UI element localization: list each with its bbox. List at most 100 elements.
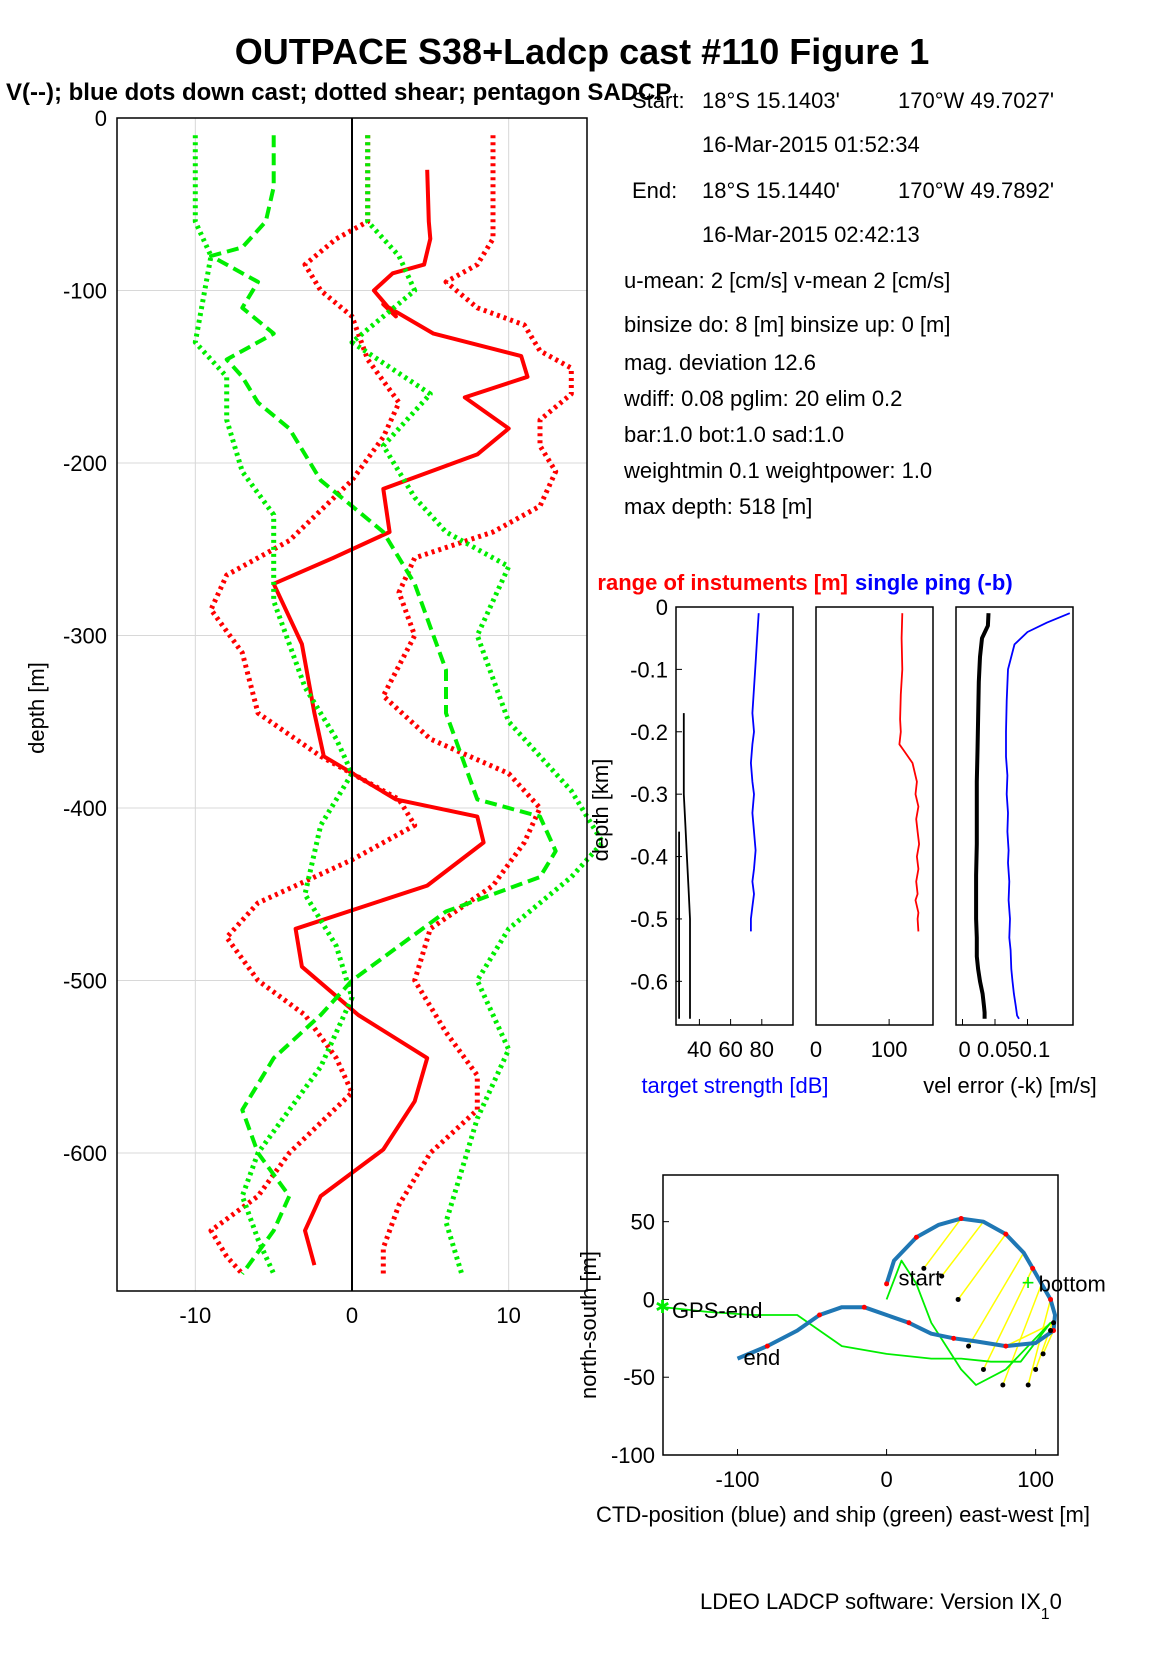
x-tick-label: 100 [1017,1467,1054,1492]
gps-end-marker: ✱ [655,1297,670,1317]
ctd-point [884,1281,890,1287]
x-tick-label: -10 [179,1303,211,1328]
weight: weightmin 0.1 weightpower: 1.0 [623,458,932,483]
range-axes: 0 100 [810,606,934,1062]
ctd-point [951,1335,957,1341]
y-tick-label: 0 [95,106,107,131]
y-tick-label: -100 [611,1443,655,1468]
y-tick-label: -500 [63,969,107,994]
velocity-series-line [380,135,574,1274]
x-tick-label: -100 [716,1467,760,1492]
ship-point [1048,1328,1054,1334]
y-tick-label: -300 [63,624,107,649]
max-depth: max depth: 518 [m] [624,494,812,519]
y-tick-label: -400 [63,796,107,821]
axes-frame [662,1174,1059,1456]
position-axes: -100 0 100 50 0 -50 -100 start end GPS-end bottom ✱… [611,1174,1106,1492]
software-version: LDEO LADCP software: Version IX10 [700,1589,1062,1623]
position-link [1002,1283,1043,1386]
position-panel: -100 0 100 50 0 -50 -100 start end GPS-end bottom ✱… [576,1174,1106,1527]
position-link [957,1233,1007,1300]
ctd-track [736,1216,1057,1361]
ctd-point [764,1343,770,1349]
ship-point [980,1366,986,1372]
end-lat: 18°S 15.1440' [702,178,840,203]
x-tick-label: 100 [871,1037,908,1062]
velocity-series [192,135,606,1276]
footer-text: LDEO LADCP software: Version IX [700,1589,1041,1614]
ctd-point [958,1216,964,1222]
ship-point [966,1343,972,1349]
y-tick-label: -0.5 [630,907,668,932]
velocity-series-line [208,135,418,1276]
cast-info: Start: 18°S 15.1403' 170°W 49.7027' 16-M… [623,88,1054,519]
velocity-means: u-mean: 2 [cm/s] v-mean 2 [cm/s] [624,268,950,293]
velocity-error-xlabel: vel error (-k) [m/s] [923,1073,1097,1098]
ctd-point [861,1304,867,1310]
velocity-series-line [349,135,606,1275]
ship-point [1033,1366,1039,1372]
velocity-ylabel: depth [m] [24,662,49,754]
y-tick-label: 50 [631,1210,655,1235]
ctd-point [913,1234,919,1240]
y-tick-label: 0 [656,595,668,620]
ctd-point [1003,1343,1009,1349]
mag-deviation: mag. deviation 12.6 [624,350,816,375]
ctd-point [1003,1231,1009,1237]
position-link [941,1221,985,1277]
position-ylabel: north-south [m] [576,1251,601,1399]
position-link [923,1218,962,1269]
range-title: range of instuments [m] [597,570,848,595]
y-tick-label: -0.3 [630,782,668,807]
target-strength-panel: range of instuments [m] single ping (-b)… [588,570,1013,1098]
profile-series-line [682,713,691,1019]
ship-point [1040,1351,1046,1357]
ship-point [1025,1382,1031,1388]
position-link [1042,1330,1055,1355]
position-xlabel: CTD-position (blue) and ship (green) eas… [596,1502,1090,1527]
range-panel: 0 100 [810,606,934,1062]
y-tick-label: -0.1 [630,657,668,682]
ctd-point [1048,1296,1054,1302]
ship-point [1000,1382,1006,1388]
single-ping-title: single ping (-b) [855,570,1013,595]
ship-point [955,1296,961,1302]
start-lon: 170°W 49.7027' [898,88,1054,113]
bottom-marker: + [1022,1270,1035,1295]
profile-series-line [750,613,760,932]
x-tick-label: 10 [496,1303,520,1328]
velocity-series-line [209,135,558,1275]
velocity-error-panel: 0 0.050.1 vel error (-k) [m/s] [923,606,1097,1098]
end-label: end [743,1345,780,1370]
y-tick-label: -600 [63,1141,107,1166]
y-tick-label: -0.4 [630,845,668,870]
x-tick-label: 80 [750,1037,774,1062]
start-label: Start: [632,88,685,113]
target-strength-xlabel: target strength [dB] [641,1073,828,1098]
figure-title: OUTPACE S38+Ladcp cast #110 Figure 1 [235,31,930,72]
wdiff: wdiff: 0.08 pglim: 20 elim 0.2 [623,386,902,411]
y-tick-label: -100 [63,279,107,304]
y-tick-label: -50 [623,1365,655,1390]
y-tick-label: -200 [63,451,107,476]
end-time: 16-Mar-2015 02:42:13 [702,222,920,247]
velocity-error-axes: 0 0.050.1 [955,606,1074,1062]
x-tick-label: 0 [346,1303,358,1328]
start-time: 16-Mar-2015 01:52:34 [702,132,920,157]
x-tick-label: 40 [687,1037,711,1062]
profile-series-line [898,613,920,932]
y-tick-label: -0.2 [630,720,668,745]
binsize: binsize do: 8 [m] binsize up: 0 [m] [624,312,951,337]
start-lat: 18°S 15.1403' [702,88,840,113]
position-link [982,1268,1034,1370]
bar-bot-sad: bar:1.0 bot:1.0 sad:1.0 [624,422,844,447]
ctd-point [906,1320,912,1326]
profile-series-line [1005,612,1071,1020]
velocity-series-line [271,169,530,1266]
target-strength-axes: 40 60 80 0 -0.1 -0.2 -0.3 -0.4 -0.5 -0.6 [630,595,794,1062]
ctd-point [817,1312,823,1318]
axes-frame [815,606,934,1026]
axes-frame [955,606,1074,1026]
ctd-point [1030,1265,1036,1271]
